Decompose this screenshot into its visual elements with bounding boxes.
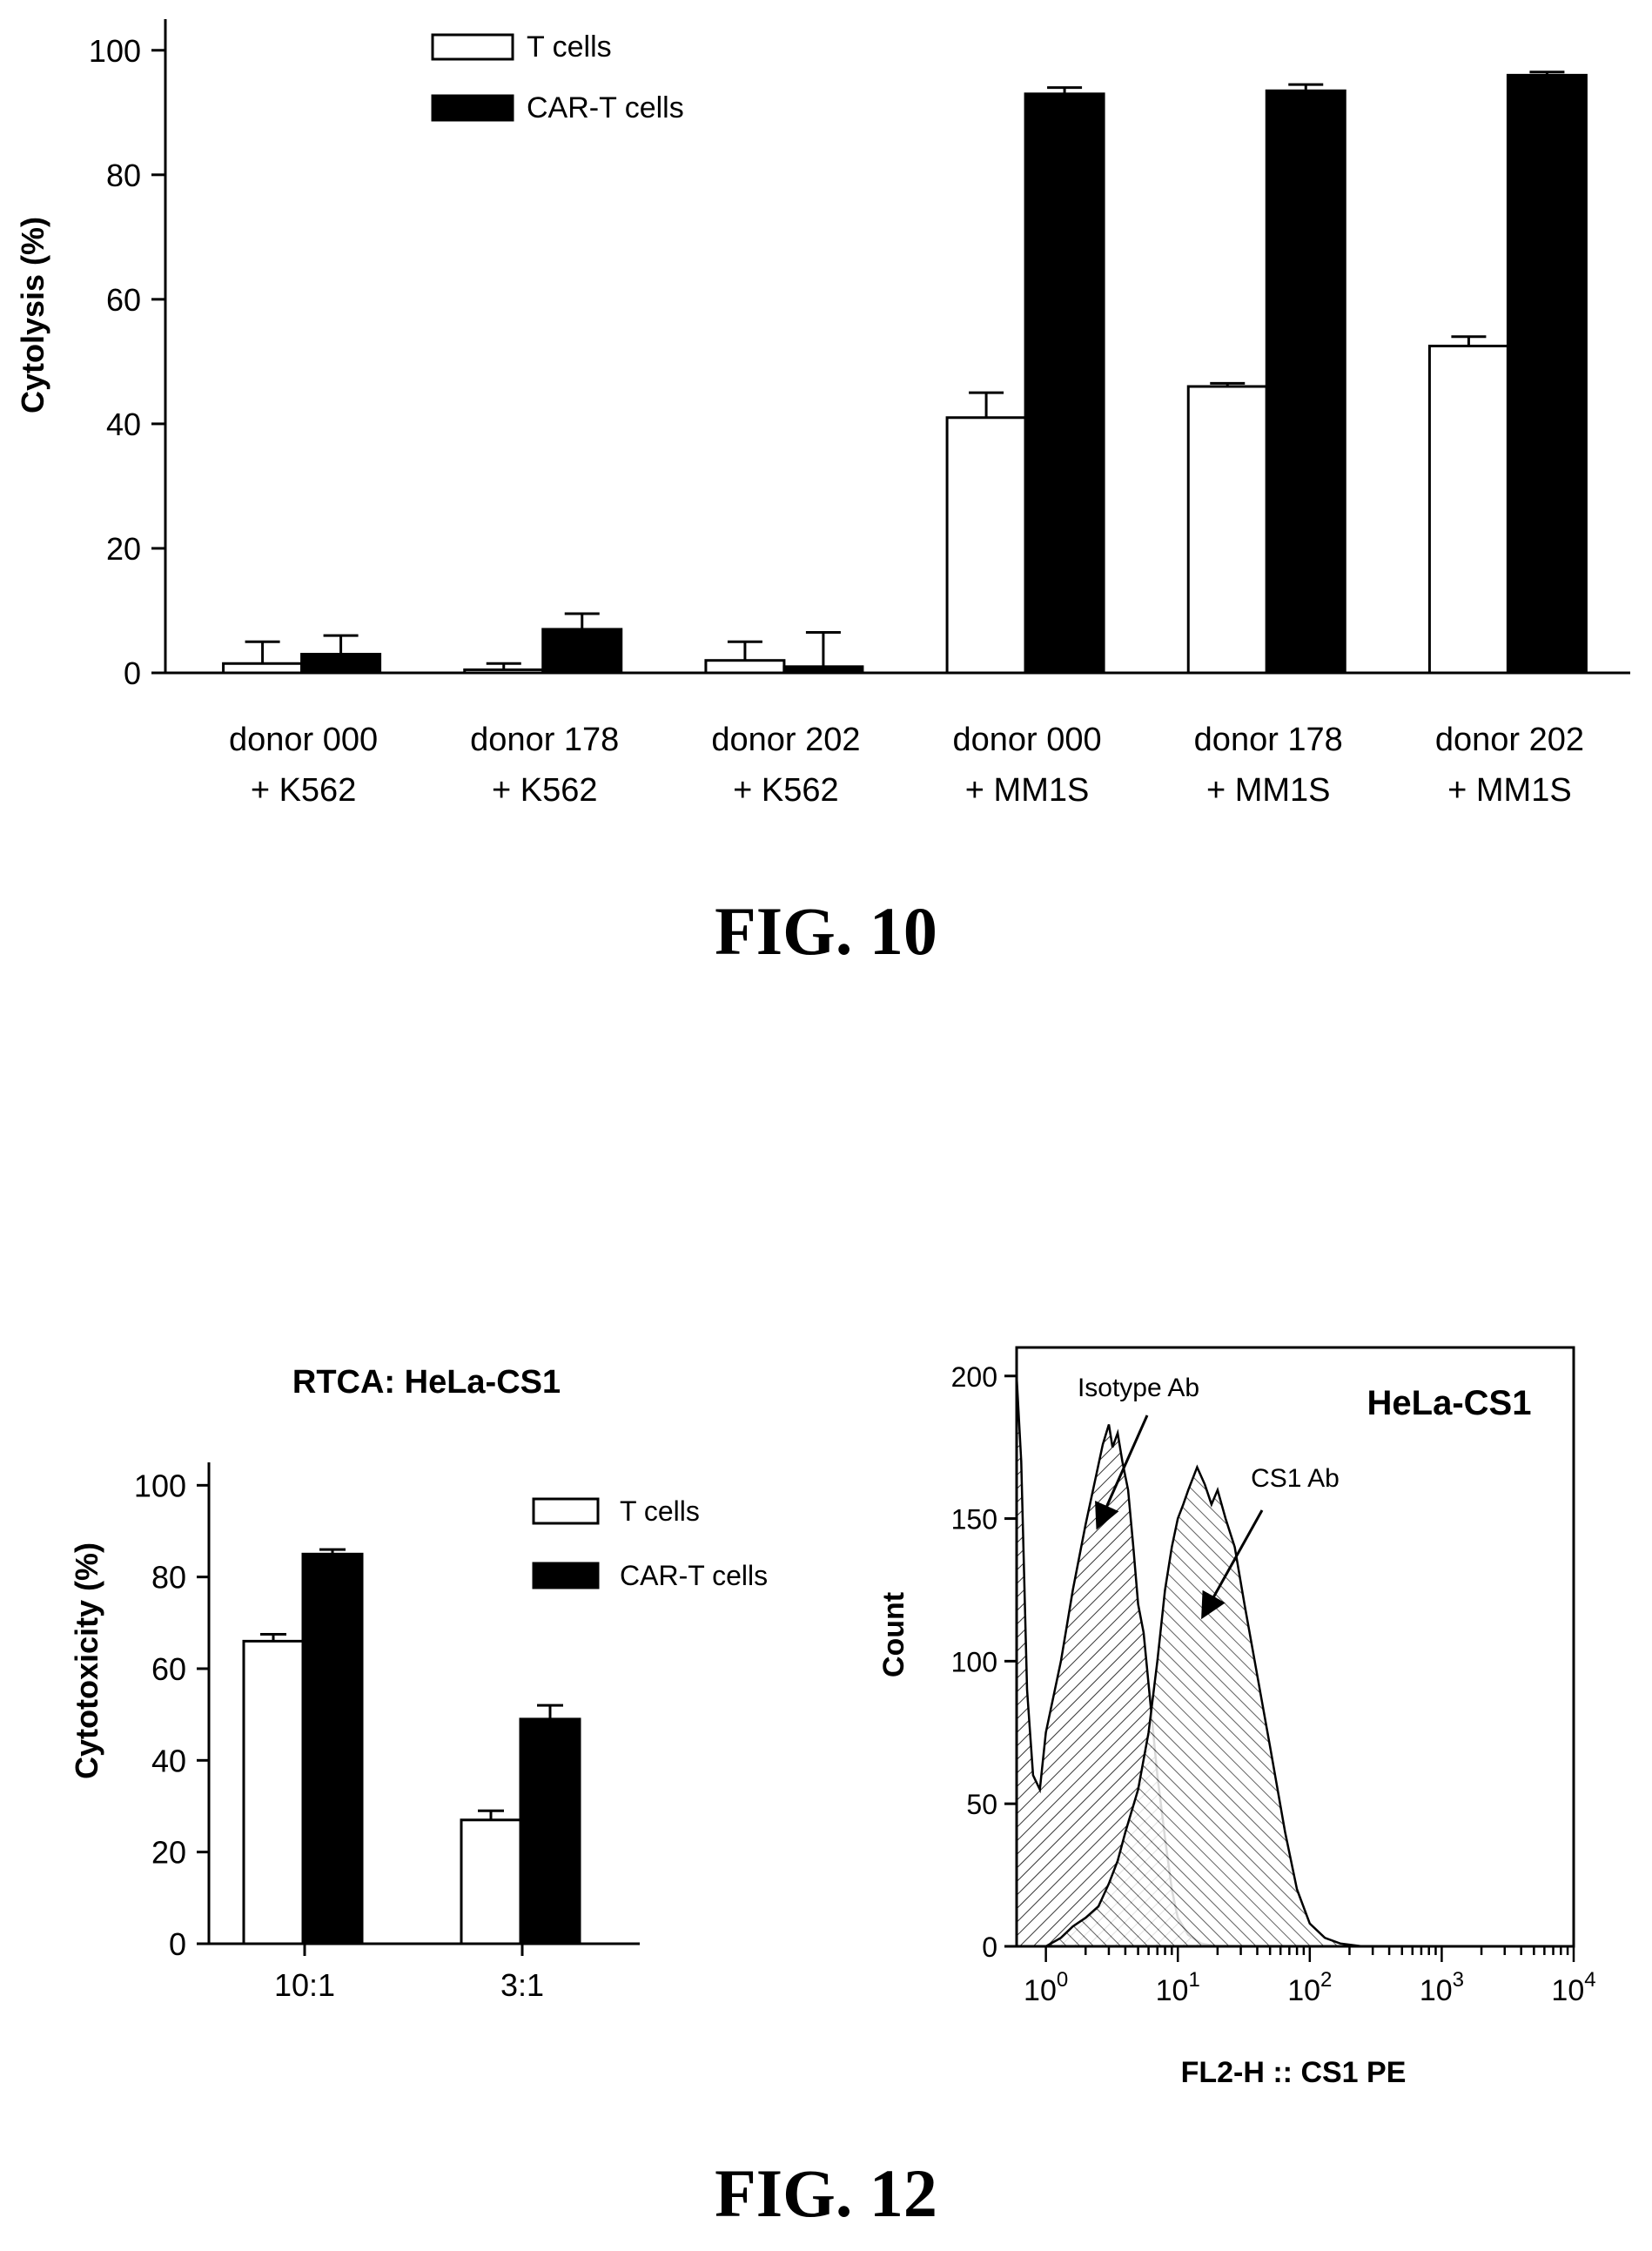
fig12b-x-tick-label: 103 bbox=[1420, 1968, 1464, 2007]
fig12b-y-tick-label: 200 bbox=[951, 1361, 997, 1393]
fig10-legend-swatch bbox=[431, 94, 514, 122]
fig12b-x-tick-label: 102 bbox=[1287, 1968, 1332, 2007]
fig10-bar-car-t-cells bbox=[1506, 73, 1588, 675]
fig12b-arrow-isotype bbox=[1095, 1414, 1149, 1530]
fig10-bar-t-cells bbox=[704, 659, 786, 675]
fig10-bars bbox=[222, 71, 1588, 675]
fig10-bar-car-t-cells bbox=[1024, 92, 1105, 675]
fig10-x-tick-label: + K562 bbox=[733, 772, 839, 809]
fig10-x-tick-label: + MM1S bbox=[1447, 772, 1572, 809]
fig12a-y-tick-label: 80 bbox=[151, 1560, 186, 1596]
fig12b-x-tick-base: 10 bbox=[1287, 1974, 1320, 2007]
fig10-x-tick-label: + K562 bbox=[492, 772, 598, 809]
fig12a-legend-label: T cells bbox=[620, 1495, 700, 1527]
fig12b-plot-frame bbox=[1015, 1346, 1575, 1948]
fig10-bar-t-cells bbox=[1427, 345, 1509, 675]
fig10-y-tick-label: 60 bbox=[106, 282, 141, 318]
fig12b-x-tick-exponent: 3 bbox=[1453, 1968, 1464, 1992]
fig12b-y-tick-label: 50 bbox=[966, 1789, 997, 1820]
fig12-bar-chart-y-axis-label: Cytotoxicity (%) bbox=[69, 1542, 104, 1779]
fig12-histogram-title: HeLa-CS1 bbox=[1367, 1384, 1532, 1422]
fig10-bar-car-t-cells bbox=[782, 665, 864, 675]
fig12a-x-tick-label: 10:1 bbox=[274, 1967, 335, 2003]
fig12a-x-tick-label: 3:1 bbox=[500, 1967, 544, 2003]
fig12-bar-chart-legend: T cells CAR-T cells bbox=[532, 1495, 768, 1591]
fig12a-legend-swatch bbox=[532, 1497, 600, 1525]
fig10-y-tick-label: 80 bbox=[106, 158, 141, 193]
fig12b-x-tick-base: 10 bbox=[1551, 1974, 1584, 2007]
fig10-bar-t-cells bbox=[945, 416, 1027, 675]
fig10-y-tick-label: 40 bbox=[106, 407, 141, 442]
fig10-x-tick-label: donor 178 bbox=[1194, 722, 1343, 758]
fig12a-y-tick-label: 20 bbox=[151, 1835, 186, 1871]
fig10-legend-label: CAR-T cells bbox=[527, 91, 684, 124]
fig12b-x-tick-base: 10 bbox=[1024, 1974, 1057, 2007]
fig10-bar-t-cells bbox=[463, 668, 545, 675]
fig12a-y-tick-label: 40 bbox=[151, 1743, 186, 1778]
fig12b-annotation-isotype: Isotype Ab bbox=[1078, 1374, 1199, 1402]
fig10-x-tick-label: donor 000 bbox=[953, 722, 1102, 758]
fig10-x-tick-label: donor 202 bbox=[1435, 722, 1584, 758]
fig12b-x-tick-base: 10 bbox=[1156, 1974, 1189, 2007]
fig12a-y-tick-label: 0 bbox=[169, 1926, 186, 1962]
fig12a-bar-t-cells bbox=[242, 1639, 305, 1945]
fig12-caption: FIG. 12 bbox=[715, 2155, 937, 2231]
fig10-x-tick-label: donor 178 bbox=[470, 722, 619, 758]
fig10-chart: Cytolysis (%) 0 20 40 60 80 100 donor 000 + K56… bbox=[15, 19, 1630, 809]
fig10-legend-swatch bbox=[431, 33, 514, 61]
fig10-bar-t-cells bbox=[1186, 385, 1268, 675]
fig10-x-tick-label: + MM1S bbox=[965, 772, 1090, 809]
fig12a-y-tick-label: 100 bbox=[134, 1468, 186, 1503]
fig12b-x-tick-label: 101 bbox=[1156, 1968, 1200, 2007]
fig12b-arrow-cs1 bbox=[1201, 1509, 1264, 1620]
fig12a-y-tick-label: 60 bbox=[151, 1651, 186, 1687]
fig10-x-tick-label: donor 000 bbox=[229, 722, 378, 758]
fig12b-y-tick-label: 0 bbox=[982, 1932, 997, 1963]
fig10-bar-car-t-cells bbox=[300, 653, 382, 675]
fig12b-x-tick-label: 104 bbox=[1551, 1968, 1595, 2007]
fig10-caption: FIG. 10 bbox=[715, 893, 937, 969]
fig12-histogram-annotations: Isotype Ab CS1 Ab bbox=[1078, 1374, 1340, 1620]
fig12b-y-tick-label: 100 bbox=[951, 1646, 997, 1677]
fig12a-bar-car-t-cells bbox=[519, 1717, 581, 1945]
fig12b-x-tick-exponent: 0 bbox=[1057, 1968, 1068, 1992]
fig10-y-axis-label: Cytolysis (%) bbox=[15, 217, 50, 413]
fig10-legend-label: T cells bbox=[527, 30, 612, 64]
fig12-bar-chart-axes: 0 20 40 60 80 100 10:1 3:1 bbox=[134, 1462, 640, 2003]
fig12-histogram-x-axis-label: FL2-H :: CS1 PE bbox=[1181, 2056, 1407, 2089]
fig12b-y-tick-label: 150 bbox=[951, 1504, 997, 1535]
fig12-bar-chart: RTCA: HeLa-CS1 Cytotoxicity (%) 0 20 40 60 8… bbox=[69, 1364, 768, 2003]
fig10-y-tick-label: 100 bbox=[89, 33, 141, 69]
fig10-legend: T cells CAR-T cells bbox=[431, 30, 684, 124]
fig10-axes: 0 20 40 60 80 100 donor 000 + K562 donor 178 + K5… bbox=[89, 19, 1630, 809]
fig12b-x-tick-base: 10 bbox=[1420, 1974, 1453, 2007]
fig12a-legend-swatch bbox=[532, 1562, 600, 1589]
fig12b-annotation-cs1: CS1 Ab bbox=[1251, 1464, 1340, 1493]
fig12-histogram-curves bbox=[1015, 1375, 1363, 1948]
fig10-x-tick-label: + K562 bbox=[251, 772, 357, 809]
fig10-y-tick-label: 0 bbox=[124, 655, 141, 691]
fig12a-legend-label: CAR-T cells bbox=[620, 1560, 768, 1591]
fig12-bar-chart-bars bbox=[242, 1548, 581, 1945]
fig12b-x-tick-exponent: 1 bbox=[1188, 1968, 1199, 1992]
fig10-bar-t-cells bbox=[222, 662, 304, 675]
fig12b-x-tick-exponent: 4 bbox=[1584, 1968, 1595, 1992]
fig12-bar-chart-title: RTCA: HeLa-CS1 bbox=[292, 1364, 561, 1401]
fig10-bar-car-t-cells bbox=[541, 628, 623, 675]
fig12a-bar-t-cells bbox=[460, 1818, 522, 1945]
fig12b-histogram-cs1 bbox=[1041, 1464, 1363, 1948]
fig12-histogram-y-axis-label: Count bbox=[877, 1592, 910, 1677]
fig10-bar-car-t-cells bbox=[1265, 89, 1346, 675]
fig10-x-tick-label: donor 202 bbox=[711, 722, 860, 758]
fig10-x-tick-label: + MM1S bbox=[1206, 772, 1331, 809]
fig12a-bar-car-t-cells bbox=[301, 1552, 364, 1945]
fig12b-x-tick-exponent: 2 bbox=[1320, 1968, 1332, 1992]
fig10-y-tick-label: 20 bbox=[106, 531, 141, 567]
fig12b-x-tick-label: 100 bbox=[1024, 1968, 1068, 2007]
